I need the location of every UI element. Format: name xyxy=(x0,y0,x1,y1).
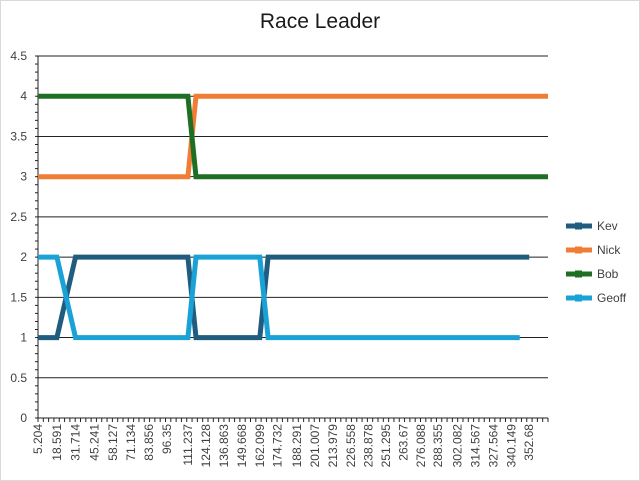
x-tick-label: 71.134 xyxy=(124,424,138,461)
y-tick-label: 4.5 xyxy=(10,49,27,63)
x-tick-label: 124.128 xyxy=(199,424,213,468)
x-tick-label: 162.099 xyxy=(253,424,267,468)
x-tick-label: 18.591 xyxy=(50,424,64,461)
legend-marker xyxy=(575,270,582,278)
x-tick-label: 83.856 xyxy=(142,424,156,461)
x-tick-label: 58.127 xyxy=(106,424,120,461)
y-tick-label: 0 xyxy=(20,411,27,425)
x-tick-label: 213.979 xyxy=(326,424,340,468)
x-tick-label: 263.67 xyxy=(396,424,410,461)
legend-marker xyxy=(575,246,582,254)
legend-marker xyxy=(575,294,582,302)
x-tick-label: 5.204 xyxy=(31,424,45,454)
legend-marker xyxy=(575,222,582,230)
x-tick-label: 174.732 xyxy=(271,424,285,468)
y-tick-label: 2.5 xyxy=(10,210,27,224)
x-tick-label: 96.35 xyxy=(160,424,174,454)
x-tick-label: 302.082 xyxy=(451,424,465,468)
x-tick-label: 238.878 xyxy=(361,424,375,468)
x-tick-label: 111.237 xyxy=(181,424,195,466)
legend-label: Nick xyxy=(597,243,621,257)
x-tick-label: 352.68 xyxy=(522,424,536,461)
y-tick-label: 0.5 xyxy=(10,371,27,385)
legend-label: Bob xyxy=(597,267,619,281)
legend-label: Kev xyxy=(597,219,618,233)
x-tick-label: 340.149 xyxy=(504,424,518,468)
x-tick-label: 327.564 xyxy=(487,424,501,468)
x-tick-label: 45.241 xyxy=(88,424,102,461)
x-tick-label: 31.714 xyxy=(68,424,82,461)
series-line-geoff xyxy=(38,254,520,341)
legend-label: Geoff xyxy=(597,291,627,305)
x-tick-label: 226.558 xyxy=(344,424,358,468)
y-tick-label: 3.5 xyxy=(10,129,27,143)
x-tick-label: 201.007 xyxy=(308,424,322,468)
series-line-bob xyxy=(38,93,548,180)
x-tick-label: 288.355 xyxy=(431,424,445,468)
chart-title: Race Leader xyxy=(259,10,381,33)
x-tick-label: 251.295 xyxy=(379,424,393,468)
x-tick-label: 149.668 xyxy=(235,424,249,468)
y-tick-label: 2 xyxy=(20,250,27,264)
x-tick-label: 314.567 xyxy=(468,424,482,468)
y-tick-label: 1 xyxy=(20,331,27,345)
x-tick-label: 276.088 xyxy=(414,424,428,468)
y-tick-label: 3 xyxy=(20,170,27,184)
x-tick-label: 136.863 xyxy=(217,424,231,468)
y-tick-label: 1.5 xyxy=(10,290,27,304)
x-tick-label: 188.291 xyxy=(290,424,304,468)
y-tick-label: 4 xyxy=(20,89,27,103)
